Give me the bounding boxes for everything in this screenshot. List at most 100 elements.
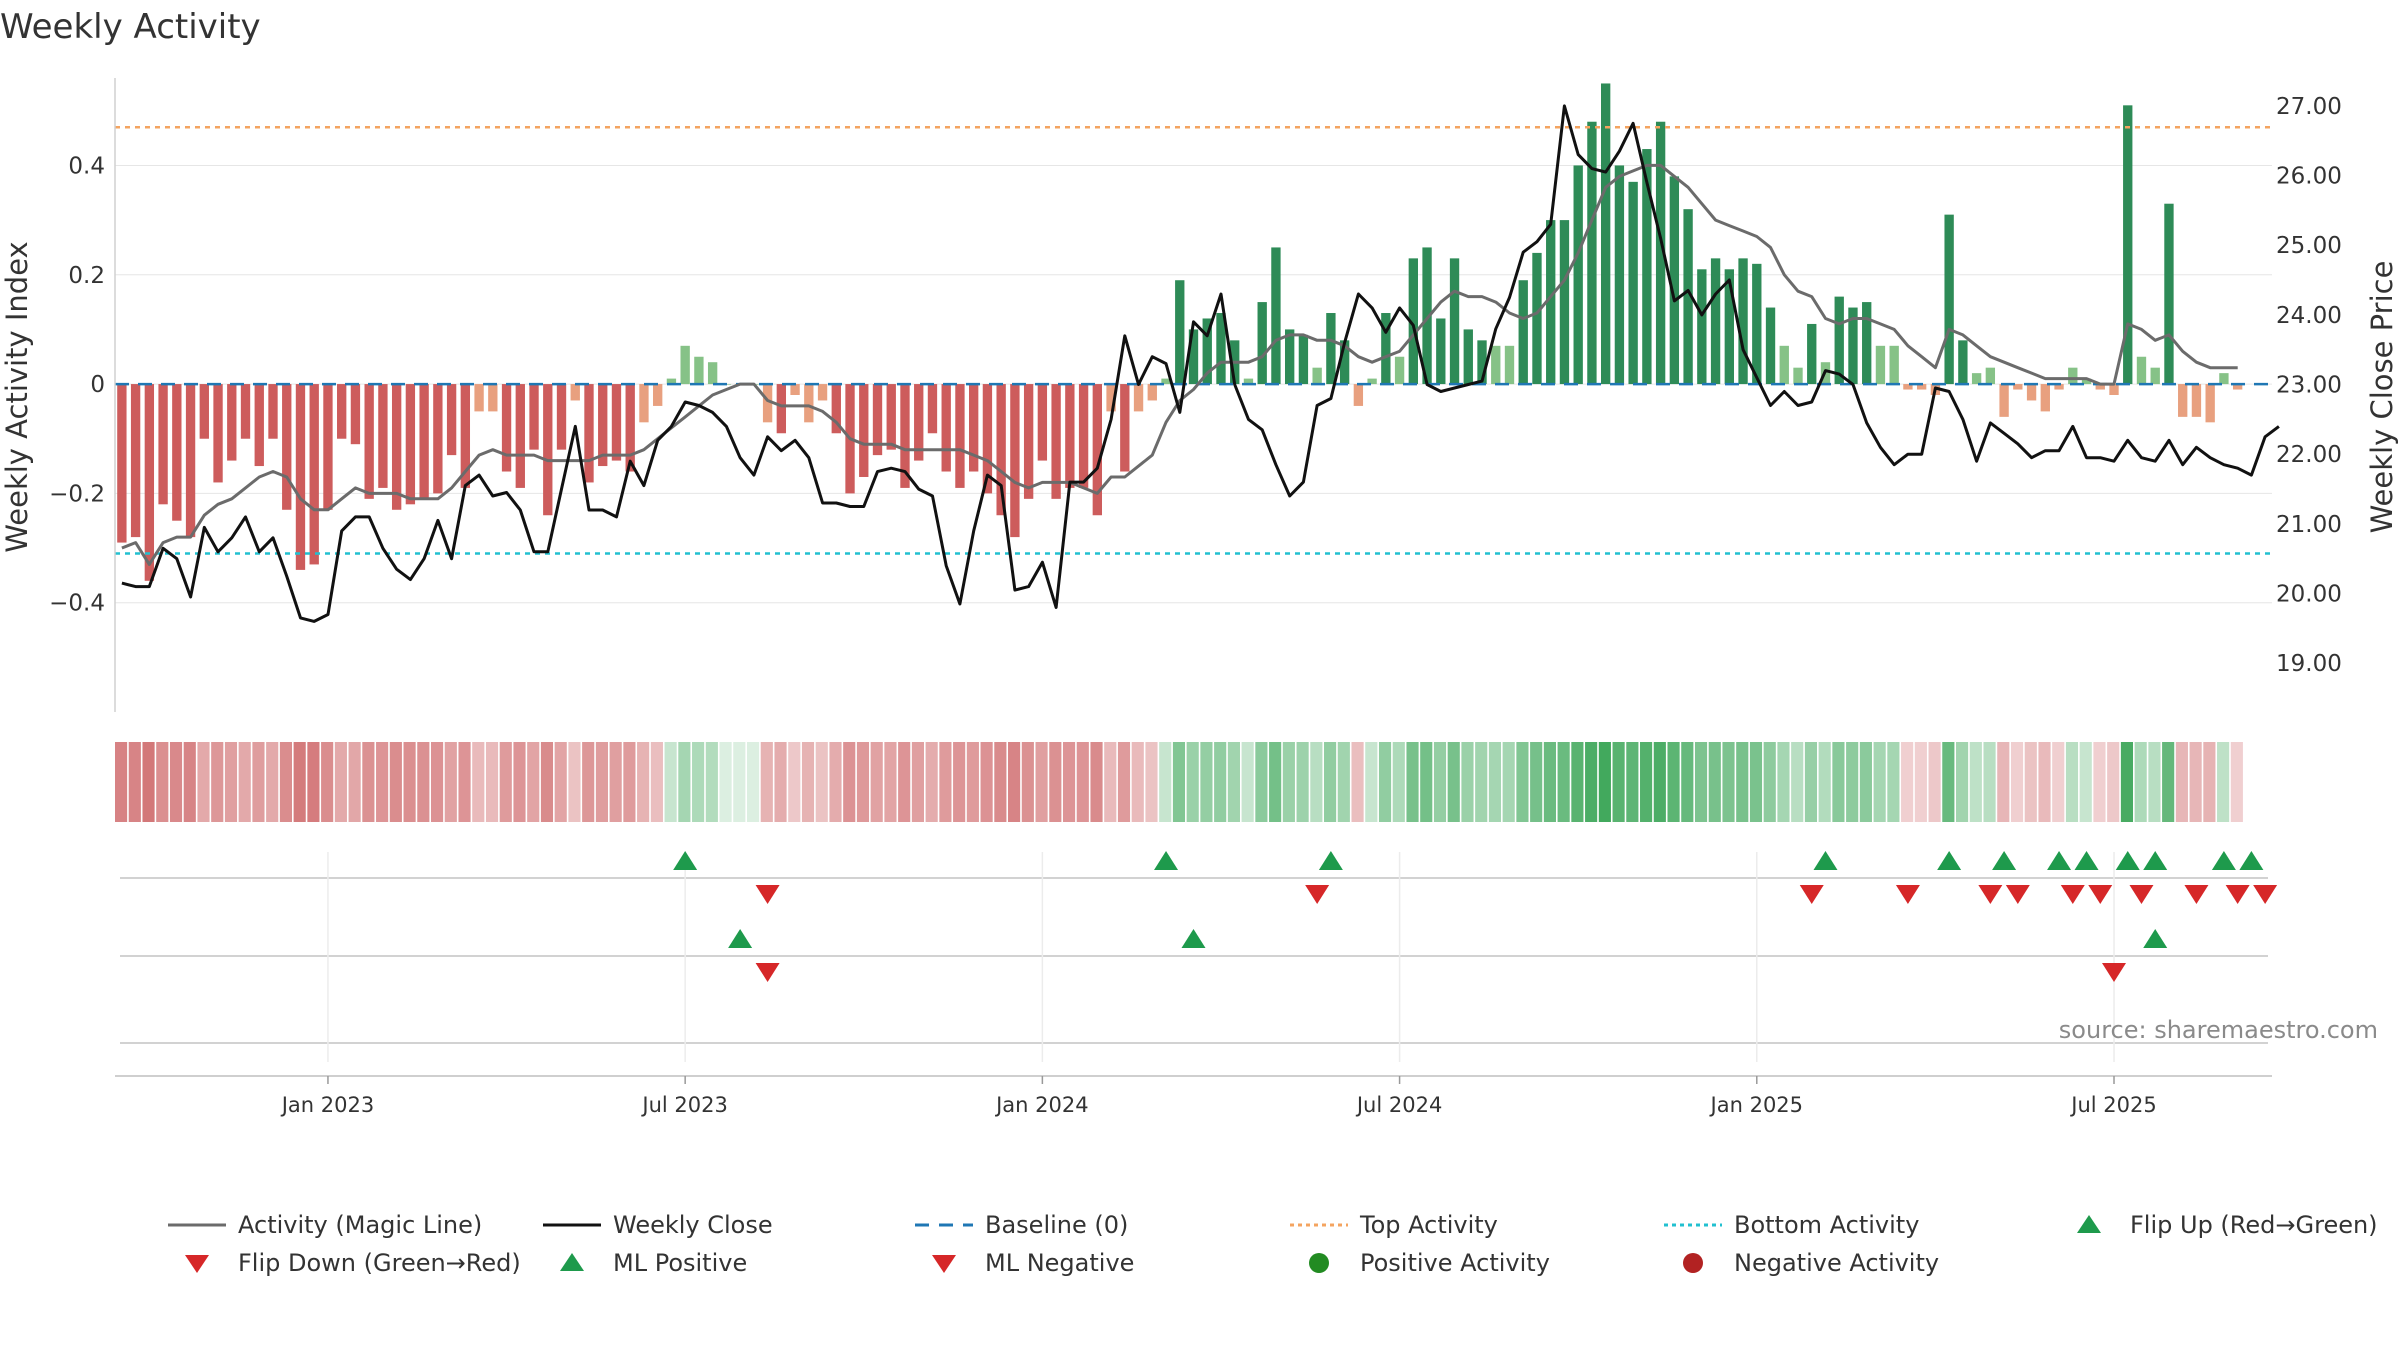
heat-cell-114 <box>1681 742 1694 822</box>
activity-bar-6 <box>199 384 209 439</box>
heat-cell-85 <box>1282 742 1295 822</box>
activity-bar-111 <box>1642 149 1652 385</box>
heat-cell-98 <box>1461 742 1474 822</box>
heat-cell-9 <box>238 742 251 822</box>
heat-cell-152 <box>2203 742 2216 822</box>
y-tick-label-2: 0 <box>90 372 105 398</box>
heat-cell-48 <box>774 742 787 822</box>
heat-cell-7 <box>211 742 224 822</box>
activity-bar-59 <box>927 384 938 434</box>
flip-up-marker-4 <box>1937 851 1962 870</box>
legend-key-10 <box>1683 1253 1703 1273</box>
legend-item-1: Weekly Close <box>543 1211 773 1239</box>
legend-key-5 <box>2077 1215 2101 1233</box>
y-tick-label-4: −0.4 <box>49 591 105 617</box>
legend-item-2: Baseline (0) <box>915 1211 1128 1239</box>
y-axis-label: Weekly Activity Index <box>0 241 34 552</box>
y2-tick-label-1: 26.00 <box>2276 164 2342 190</box>
heat-cell-100 <box>1488 742 1502 822</box>
heat-cell-70 <box>1076 742 1089 822</box>
heat-cell-58 <box>911 742 924 822</box>
ml-negative-marker-1 <box>2102 963 2127 982</box>
activity-bar-60 <box>941 384 951 472</box>
legend-item-7: ML Positive <box>560 1249 747 1277</box>
heat-cell-111 <box>1640 742 1653 822</box>
heat-cell-112 <box>1653 742 1666 822</box>
flip-down-marker-1 <box>1305 885 1330 904</box>
activity-bar-104 <box>1546 220 1556 385</box>
activity-bar-97 <box>1449 258 1460 385</box>
heat-cell-13 <box>293 742 306 822</box>
activity-bar-152 <box>2205 384 2215 423</box>
heat-cell-16 <box>334 742 347 822</box>
activity-bar-149 <box>2164 203 2174 385</box>
heat-cell-60 <box>939 742 952 822</box>
heat-cell-52 <box>829 742 842 822</box>
heat-cell-68 <box>1049 742 1062 822</box>
heat-cell-19 <box>376 742 389 822</box>
flip-down-marker-8 <box>2129 885 2154 904</box>
legend-item-10: Negative Activity <box>1683 1249 1939 1277</box>
activity-bar-134 <box>1958 340 1968 385</box>
heat-cell-5 <box>183 742 196 822</box>
legend-label-9: Positive Activity <box>1360 1249 1550 1277</box>
activity-bar-56 <box>886 384 896 450</box>
heat-cell-81 <box>1227 742 1240 822</box>
heat-cell-11 <box>266 742 279 822</box>
activity-bar-145 <box>2109 384 2119 395</box>
flip-down-marker-11 <box>2253 885 2278 904</box>
activity-bar-65 <box>1010 384 1020 538</box>
heat-cell-117 <box>1722 742 1735 822</box>
activity-bar-90 <box>1353 384 1364 406</box>
activity-bar-83 <box>1257 302 1267 385</box>
heat-cell-105 <box>1557 742 1570 822</box>
x-tick-label-1: Jul 2023 <box>640 1093 727 1117</box>
activity-bar-151 <box>2191 384 2202 417</box>
heat-cell-14 <box>307 742 320 822</box>
heat-cell-72 <box>1104 742 1117 822</box>
activity-bar-80 <box>1216 313 1226 385</box>
heat-cell-133 <box>1942 742 1955 822</box>
heat-cell-99 <box>1475 742 1488 822</box>
activity-bars <box>117 83 2243 581</box>
activity-bar-3 <box>158 384 168 505</box>
heat-cell-1 <box>128 742 141 822</box>
activity-bar-95 <box>1422 247 1432 385</box>
heat-cell-127 <box>1859 742 1872 822</box>
heat-cell-6 <box>197 742 210 822</box>
activity-bar-107 <box>1587 121 1597 385</box>
activity-bar-137 <box>1999 384 2009 417</box>
activity-bar-78 <box>1188 329 1199 385</box>
activity-bar-68 <box>1051 384 1061 499</box>
legend-item-3: Top Activity <box>1290 1211 1498 1239</box>
activity-bar-150 <box>2178 384 2188 417</box>
activity-bar-35 <box>598 384 608 467</box>
heat-cell-95 <box>1420 742 1433 822</box>
heat-cell-45 <box>733 742 746 822</box>
heat-cell-22 <box>417 742 430 822</box>
heat-cell-63 <box>980 742 993 822</box>
activity-bar-26 <box>474 384 484 412</box>
x-axis: Jan 2023 Jul 2023 Jan 2024 Jul 2024 Jan 2025… <box>115 1075 2272 1117</box>
legend-label-6: Flip Down (Green→Red) <box>238 1249 521 1277</box>
activity-bar-42 <box>694 356 704 385</box>
x-tick-label-3: Jul 2024 <box>1355 1093 1442 1117</box>
heat-cell-37 <box>623 742 636 822</box>
heat-cell-129 <box>1887 742 1900 822</box>
activity-bar-52 <box>831 384 841 434</box>
activity-bar-49 <box>790 384 800 395</box>
heat-cell-92 <box>1378 742 1392 822</box>
x-tick-label-5: Jul 2025 <box>2069 1093 2156 1117</box>
heat-cell-104 <box>1543 742 1556 822</box>
heat-cell-116 <box>1708 742 1721 822</box>
activity-bar-20 <box>391 384 402 510</box>
activity-bar-13 <box>295 384 306 570</box>
chart-title: Weekly Activity <box>0 7 261 47</box>
heat-cell-136 <box>1983 742 1996 822</box>
flip-up-marker-7 <box>2074 851 2099 870</box>
activity-bar-24 <box>446 384 457 456</box>
activity-bar-50 <box>804 384 814 423</box>
heat-cell-59 <box>925 742 938 822</box>
activity-bar-122 <box>1793 367 1803 385</box>
legend: Activity (Magic Line) Weekly Close Baselin… <box>168 1211 2378 1277</box>
